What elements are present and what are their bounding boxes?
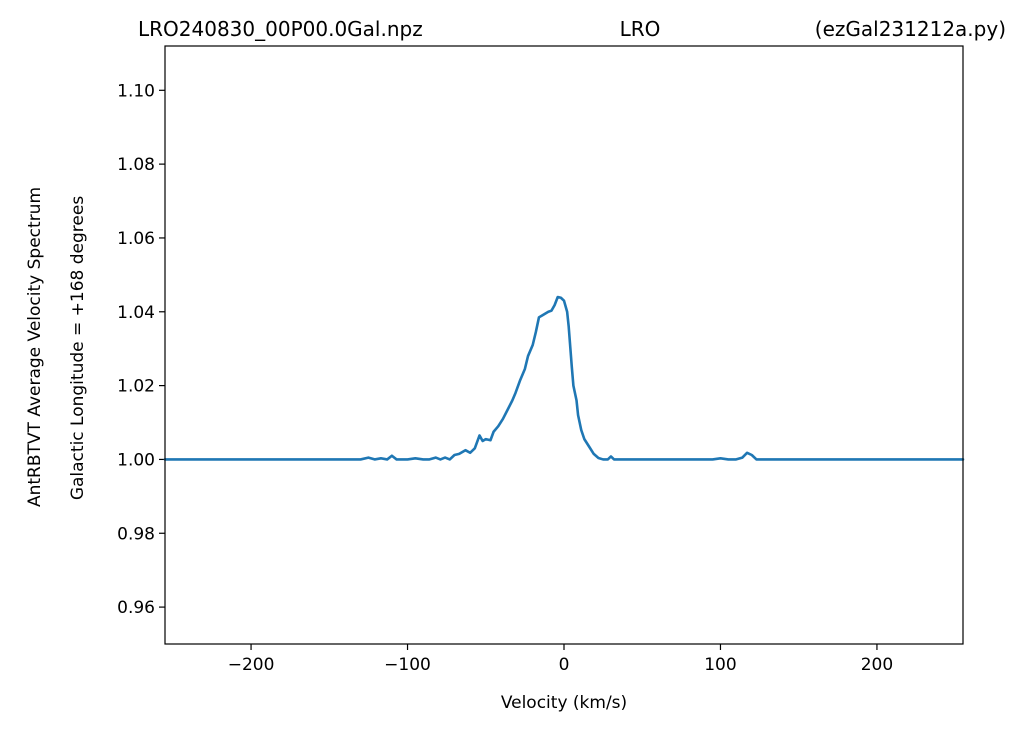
y-tick-label: 1.08 [117,155,155,175]
x-tick-label: 100 [704,655,736,675]
chart-marks: −200 −100 0 100 200 0.96 0.98 1.00 1.02 1.04 1.06 1… [117,81,965,675]
chart-title-left: LRO240830_00P00.0Gal.npz [138,17,423,41]
y-tick-label: 0.98 [117,524,155,544]
x-tick-label: −200 [228,655,275,675]
y-tick-label: 0.96 [117,598,155,618]
series-line-0 [163,295,965,461]
x-tick-label: −100 [384,655,431,675]
y-axis-label: AntRBTVT Average Velocity Spectrum [25,187,45,507]
y-tick-label: 1.04 [117,303,155,323]
y-tick-label: 1.02 [117,377,155,397]
x-tick-label: 0 [559,655,570,675]
y-tick-label: 1.10 [117,81,155,101]
y-axis-label-secondary: Galactic Longitude = +168 degrees [68,196,88,500]
y-tick-label: 1.00 [117,450,155,470]
y-tick-label: 1.06 [117,229,155,249]
chart-title-right: (ezGal231212a.py) [815,17,1006,41]
x-axis-label: Velocity (km/s) [501,693,627,713]
axes-frame [164,45,964,645]
chart-title-center: LRO [620,17,661,41]
x-tick-label: 200 [861,655,893,675]
